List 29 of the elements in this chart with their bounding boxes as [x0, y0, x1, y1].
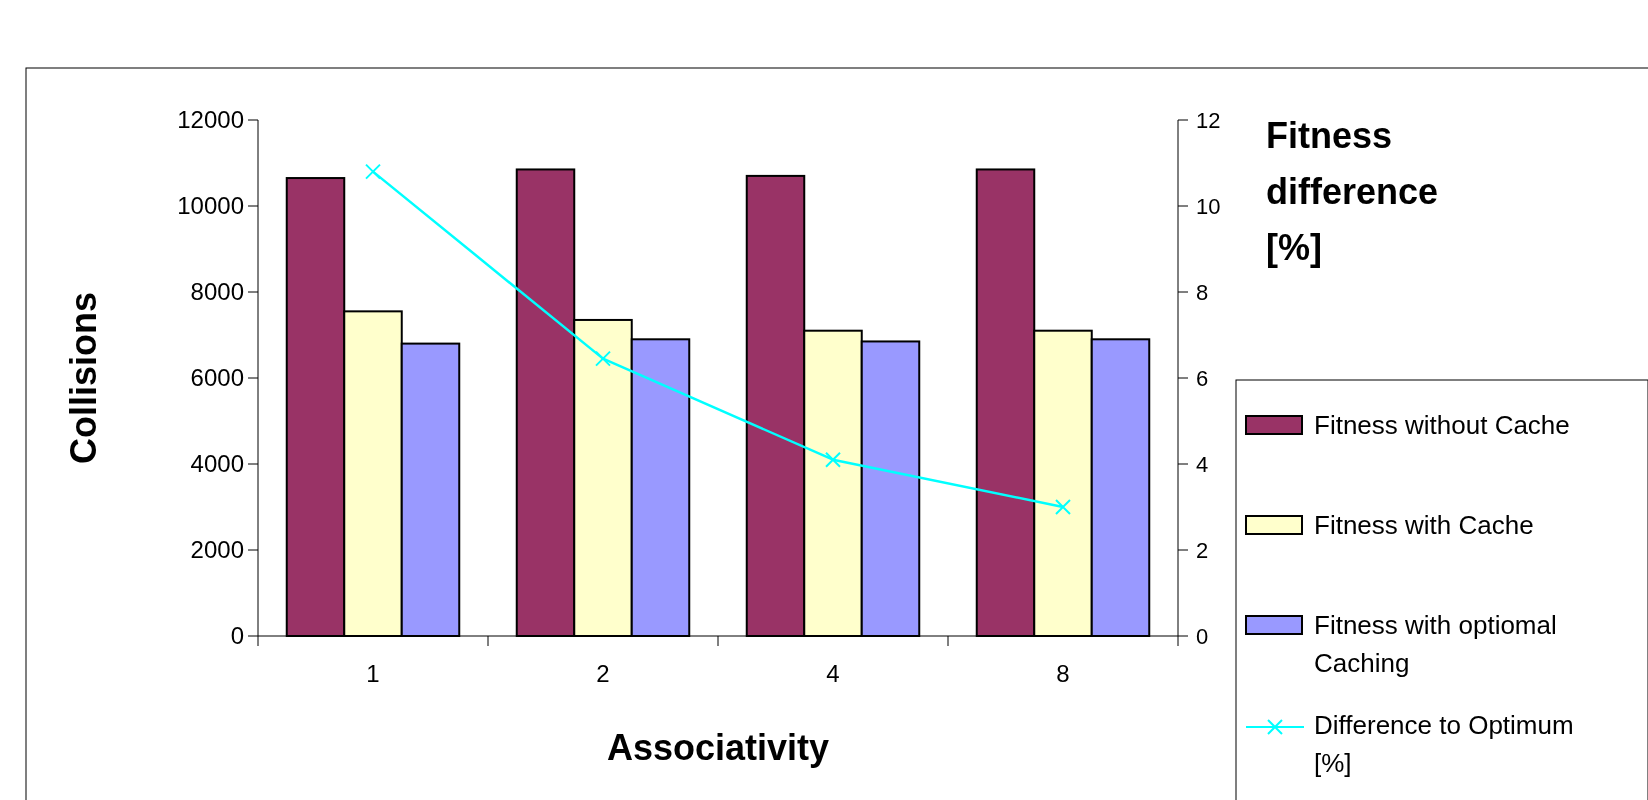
y2-tick-label: 12 [1196, 107, 1221, 133]
point [595, 350, 611, 367]
y2-tick-label: 0 [1196, 623, 1209, 649]
x-axis-title: Associativity [606, 727, 830, 768]
y2-tick-label: 8 [1196, 279, 1209, 305]
y-tick-label: 4000 [190, 450, 244, 478]
y-tick-label: 12000 [177, 106, 244, 134]
x-tick-label: 1 [366, 660, 380, 687]
legend-label: Difference to Optimum [%] [1314, 710, 1574, 779]
x-tick-label: 8 [1056, 660, 1070, 687]
point [1055, 499, 1071, 515]
y2-tick-label: 6 [1196, 365, 1209, 391]
x-tick-label: 2 [596, 660, 610, 687]
y-tick-label: 0 [230, 622, 244, 650]
x-tick-label: 4 [826, 660, 840, 687]
y2-tick-label: 2 [1196, 537, 1209, 563]
y-tick-label: 10000 [177, 192, 244, 220]
y2-tick-label: 10 [1196, 193, 1221, 219]
point [825, 451, 841, 468]
y-tick-label: 8000 [190, 278, 244, 306]
point [365, 163, 381, 180]
y2-axis-title: Fitness difference [%] [1266, 115, 1439, 268]
legend-label: Fitness with optiomal Caching [1314, 610, 1557, 679]
legend-label: Fitness with Cache [1314, 510, 1534, 541]
y-tick-label: 2000 [190, 536, 244, 564]
y-axis-title: Collisions [63, 291, 104, 465]
y-tick-label: 6000 [190, 364, 244, 392]
y2-tick-label: 4 [1196, 451, 1209, 477]
legend-label: Fitness without Cache [1314, 410, 1570, 441]
